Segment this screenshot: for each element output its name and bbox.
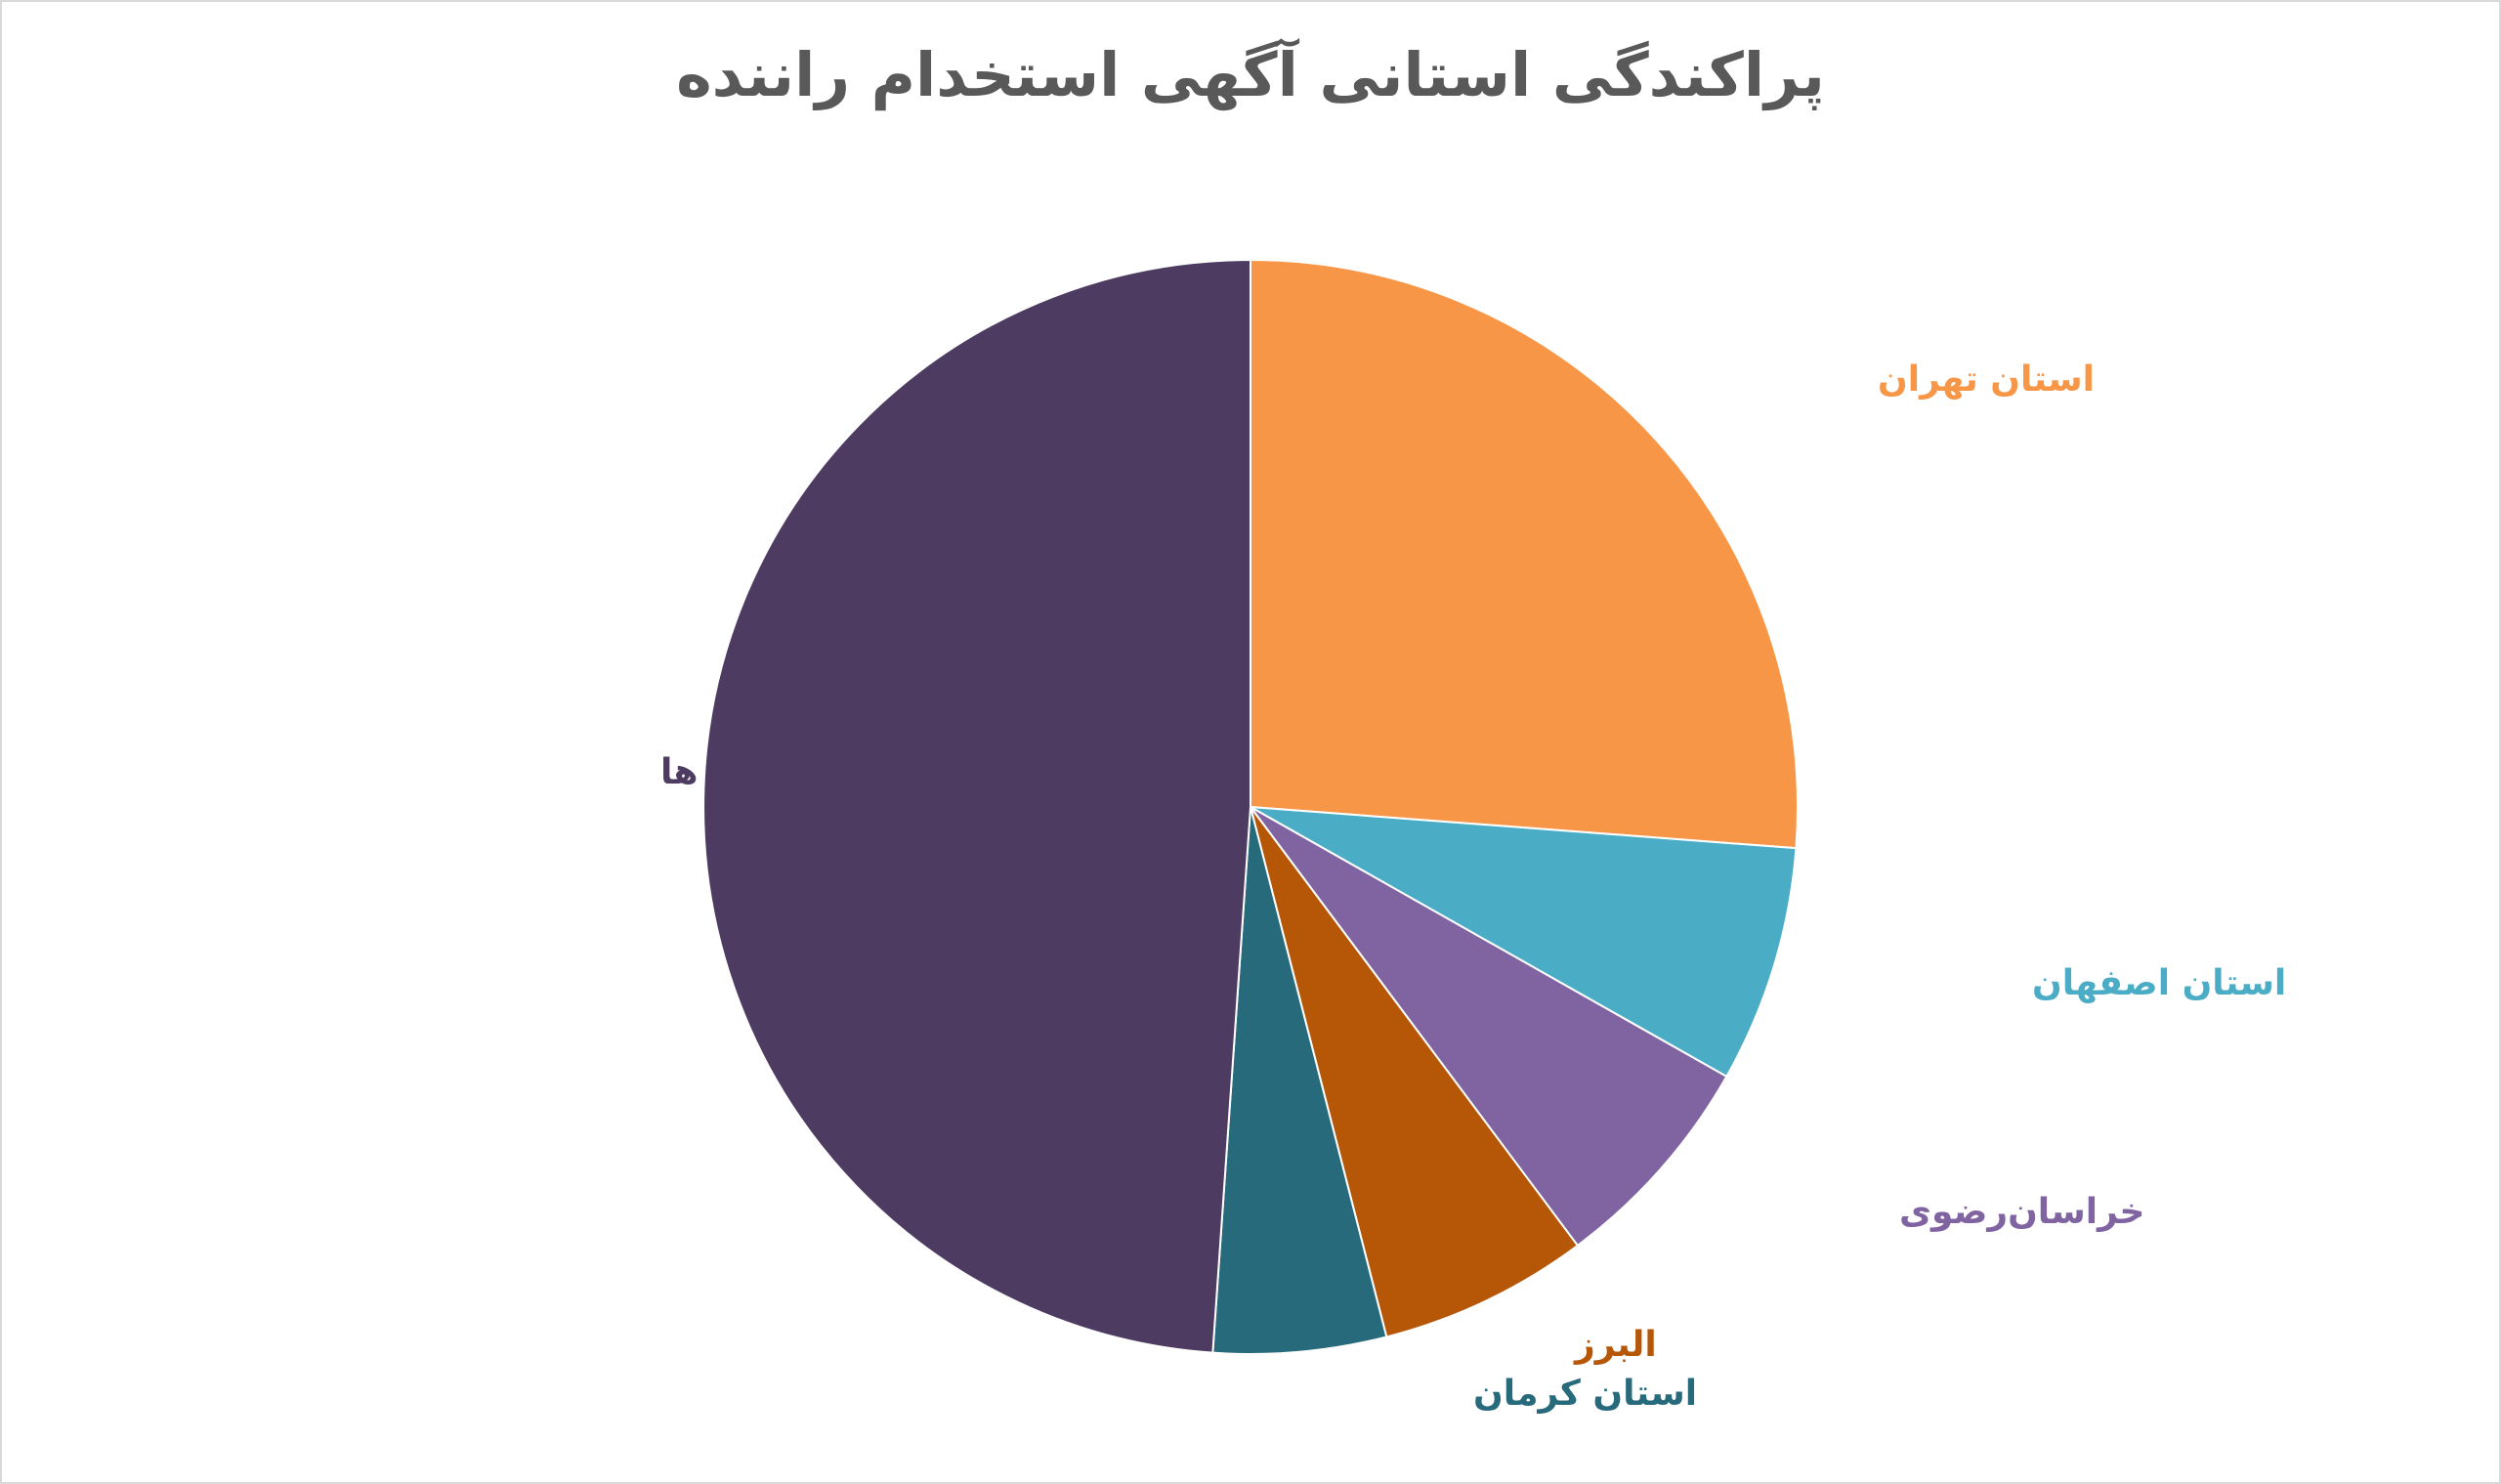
pie-slice-3 (1250, 806, 1728, 1248)
pie-slice-1 (1250, 258, 1799, 850)
pie-slices (702, 258, 1799, 1355)
slice-label-2: استان اصفهان (2032, 963, 2286, 1003)
slice-label-5: استان کرمان (1473, 1374, 1697, 1414)
chart-title: پراکندگی استانی آگهی استخدام راننده (676, 39, 1825, 110)
pie-slice-5 (1211, 806, 1388, 1355)
slice-label-3: خراسان‌رضوی (1899, 1192, 2144, 1232)
slice-label-1: استان تهران (1878, 360, 2095, 400)
slice-label-6: سایر استان ها (660, 752, 910, 792)
pie-labels: استان تهران استان اصفهان خراسان‌رضوی البرز ا… (660, 360, 2286, 1414)
pie-slice-2 (1250, 806, 1798, 1079)
pie-slice-6 (702, 258, 1251, 1354)
pie-slice-4 (1250, 806, 1580, 1338)
slice-label-4: البرز (1573, 1325, 1657, 1365)
